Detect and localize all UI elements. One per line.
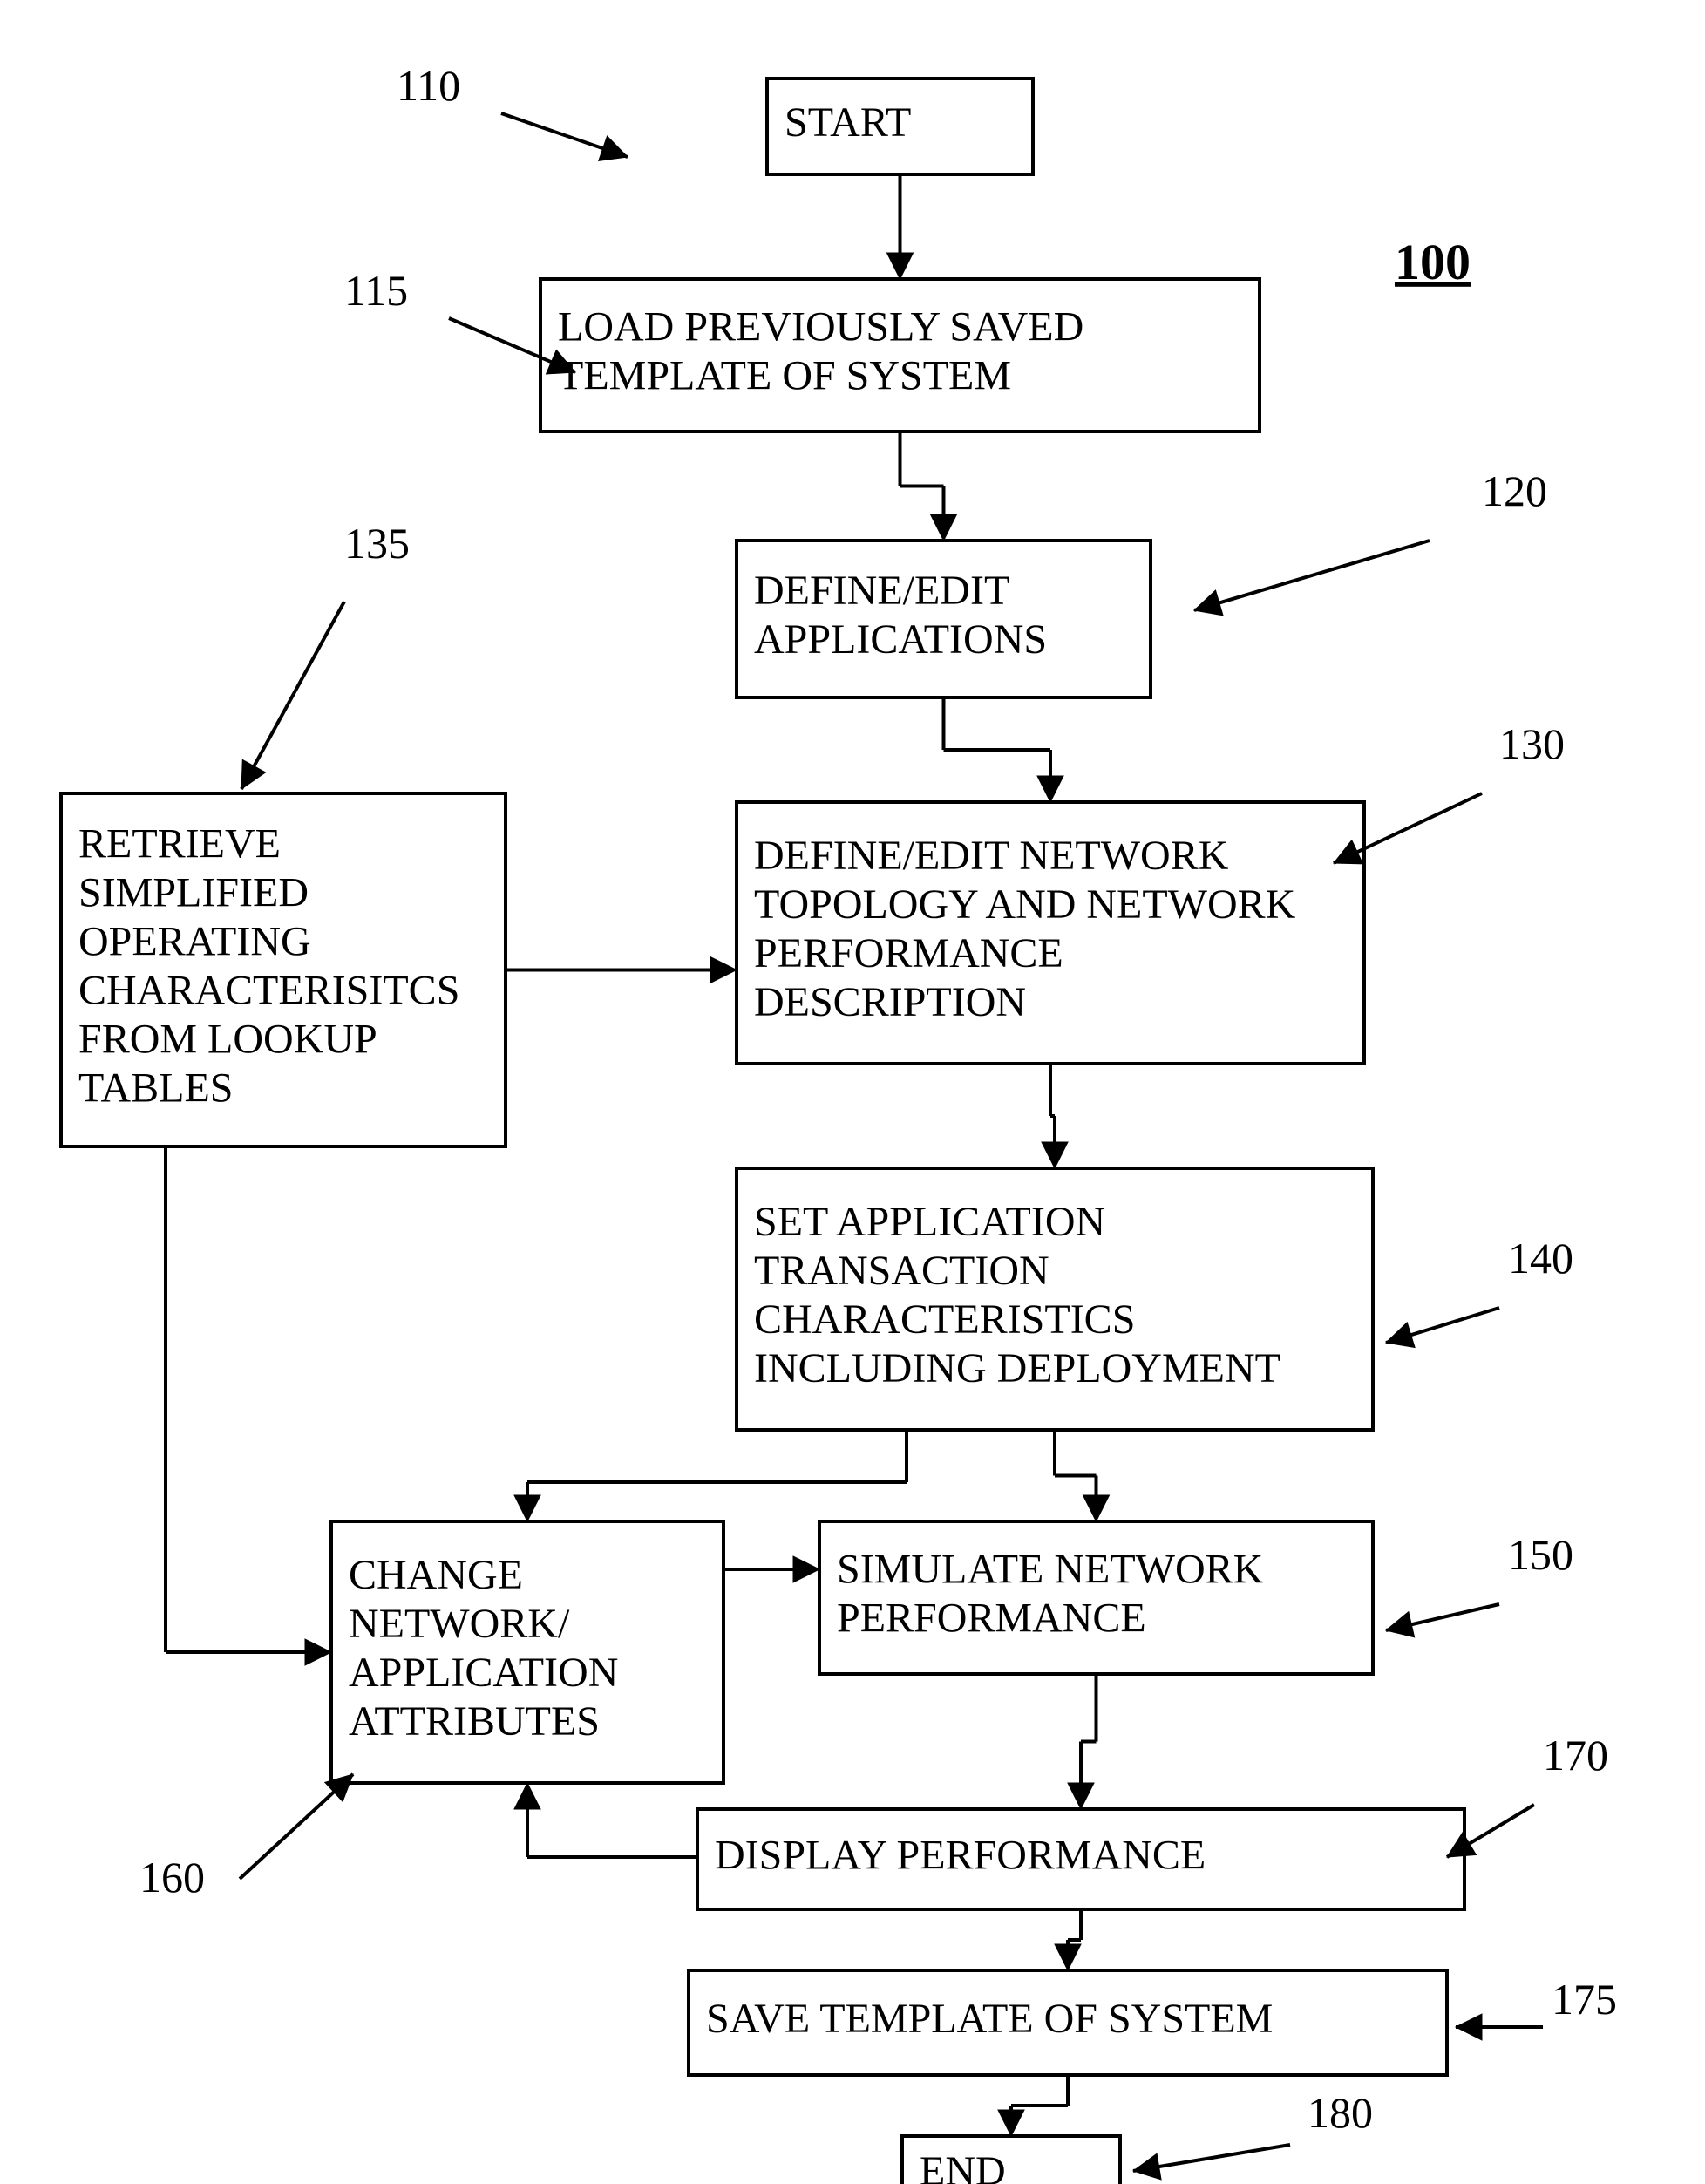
node-set-line-2: CHARACTERISTICS [754, 1296, 1135, 1343]
ref-label-115: 115 [344, 266, 408, 315]
ref-label-110: 110 [397, 61, 460, 110]
node-set-line-0: SET APPLICATION [754, 1199, 1105, 1245]
node-change: CHANGENETWORK/APPLICATIONATTRIBUTES [331, 1521, 723, 1783]
node-topo-line-3: DESCRIPTION [754, 979, 1026, 1025]
node-disp-line-0: DISPLAY PERFORMANCE [715, 1833, 1206, 1879]
node-change-line-2: APPLICATION [349, 1650, 618, 1696]
node-lookup-line-3: CHARACTERISITCS [78, 968, 459, 1014]
node-set-line-1: TRANSACTION [754, 1248, 1049, 1294]
ref-label-180: 180 [1308, 2088, 1373, 2137]
node-lookup-line-5: TABLES [78, 1065, 234, 1112]
node-apps-line-1: APPLICATIONS [754, 616, 1047, 663]
node-lookup-line-4: FROM LOOKUP [78, 1017, 377, 1063]
node-set: SET APPLICATIONTRANSACTIONCHARACTERISTIC… [737, 1168, 1373, 1430]
node-topo-line-1: TOPOLOGY AND NETWORK [754, 881, 1296, 928]
node-load-line-0: LOAD PREVIOUSLY SAVED [558, 304, 1083, 350]
node-change-line-3: ATTRIBUTES [349, 1698, 600, 1745]
node-lookup-line-2: OPERATING [78, 919, 311, 965]
node-lookup-line-1: SIMPLIFIED [78, 870, 309, 916]
ref-label-135: 135 [344, 519, 410, 568]
node-save-line-0: SAVE TEMPLATE OF SYSTEM [706, 1996, 1273, 2042]
figure-label: 100 [1395, 234, 1471, 290]
node-lookup: RETRIEVESIMPLIFIEDOPERATINGCHARACTERISIT… [61, 793, 506, 1146]
node-topo-line-2: PERFORMANCE [754, 930, 1063, 976]
node-save: SAVE TEMPLATE OF SYSTEM [689, 1970, 1447, 2075]
node-load-line-1: TEMPLATE OF SYSTEM [558, 353, 1011, 399]
node-start-line-0: START [785, 99, 911, 146]
node-disp: DISPLAY PERFORMANCE [697, 1809, 1464, 1909]
node-change-line-1: NETWORK/ [349, 1601, 570, 1647]
node-change-line-0: CHANGE [349, 1552, 523, 1598]
node-end: END [902, 2136, 1120, 2184]
node-sim-line-0: SIMULATE NETWORK [837, 1547, 1264, 1593]
ref-label-130: 130 [1499, 719, 1565, 768]
node-load: LOAD PREVIOUSLY SAVEDTEMPLATE OF SYSTEM [540, 279, 1260, 432]
node-apps: DEFINE/EDITAPPLICATIONS [737, 541, 1151, 697]
ref-label-140: 140 [1508, 1234, 1573, 1283]
node-lookup-line-0: RETRIEVE [78, 821, 281, 867]
ref-label-160: 160 [139, 1853, 205, 1902]
node-apps-line-0: DEFINE/EDIT [754, 568, 1009, 614]
node-sim-line-1: PERFORMANCE [837, 1595, 1146, 1642]
ref-label-170: 170 [1543, 1731, 1608, 1779]
ref-label-150: 150 [1508, 1530, 1573, 1579]
node-sim: SIMULATE NETWORKPERFORMANCE [819, 1521, 1373, 1674]
node-topo: DEFINE/EDIT NETWORKTOPOLOGY AND NETWORKP… [737, 802, 1364, 1064]
node-set-line-3: INCLUDING DEPLOYMENT [754, 1345, 1280, 1391]
ref-label-175: 175 [1552, 1975, 1617, 2024]
node-topo-line-0: DEFINE/EDIT NETWORK [754, 833, 1229, 879]
node-start: START [767, 78, 1033, 174]
ref-label-120: 120 [1482, 466, 1547, 515]
node-end-line-0: END [920, 2148, 1006, 2184]
